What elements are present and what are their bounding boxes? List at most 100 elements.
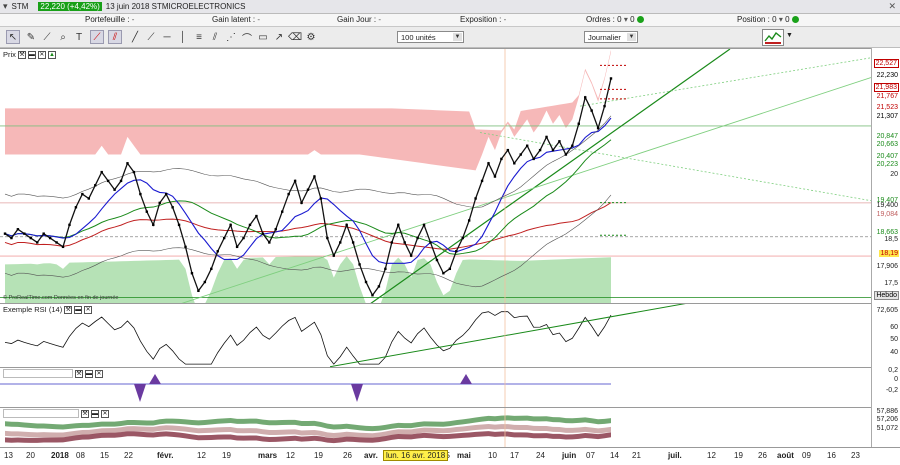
fan-tool-icon[interactable]: ⋰: [226, 31, 236, 43]
oscillator-name-field: [3, 369, 73, 378]
minimize-icon[interactable]: ▬: [85, 369, 93, 378]
vline-tool-icon[interactable]: │: [179, 31, 187, 43]
price-axis-label: 17,906: [876, 262, 898, 270]
pointer-tool-icon[interactable]: ↖: [6, 30, 20, 44]
add-icon[interactable]: ▲: [47, 50, 56, 59]
ruler-tool-icon[interactable]: ⟋: [43, 31, 51, 43]
indicators-chevron-icon[interactable]: ▼: [786, 32, 793, 39]
eraser-tool-icon[interactable]: ⌫: [287, 31, 303, 43]
price-point: [326, 236, 329, 240]
fib-tool-icon[interactable]: ≡: [196, 31, 202, 43]
indicators-menu-icon[interactable]: [762, 29, 784, 46]
hline-tool-icon[interactable]: ─: [163, 31, 171, 43]
text-tool-icon[interactable]: T: [75, 31, 83, 43]
wrench-icon[interactable]: ⚒: [64, 305, 73, 314]
oscillator-chart[interactable]: [0, 368, 871, 407]
price-point: [119, 179, 123, 183]
symbol-label[interactable]: STM: [11, 2, 29, 11]
price-point: [177, 223, 181, 227]
rect-tool-icon[interactable]: ▭: [258, 31, 268, 43]
oscillator-axis[interactable]: 0,2 0 -0,2: [871, 367, 900, 407]
price-point: [493, 175, 497, 178]
time-axis-tick: 15: [100, 451, 109, 460]
close-window-icon[interactable]: ✕: [888, 1, 896, 11]
position-label[interactable]: Position : 0 ▾ 0: [737, 15, 799, 24]
time-axis-tick: 12: [286, 451, 295, 460]
crosshair-date-label: lun. 16 avr. 2018: [383, 450, 449, 461]
minimize-icon[interactable]: ▬: [74, 305, 83, 314]
close-icon[interactable]: ✕: [95, 369, 103, 378]
price-point: [242, 236, 245, 240]
quantity-select[interactable]: 100 unités ▼: [397, 31, 464, 43]
price-point: [319, 197, 323, 200]
trendline-up-strong: [370, 49, 731, 303]
price-point: [455, 250, 458, 253]
ribbon-axis-label: 57,886: [876, 408, 898, 415]
ribbon-name-field: [3, 409, 79, 418]
arc-tool-icon[interactable]: ⌒: [242, 33, 252, 45]
oscillator-axis-label: -0,2: [885, 387, 898, 394]
price-point: [480, 179, 484, 183]
wrench-icon[interactable]: ⚒: [81, 409, 89, 418]
close-icon[interactable]: ✕: [84, 305, 93, 314]
minimize-icon[interactable]: ▬: [91, 409, 99, 418]
position-icon[interactable]: [791, 16, 799, 24]
ray-tool-icon[interactable]: ⟋: [147, 31, 155, 43]
parallel-tool-icon[interactable]: ⫽: [212, 31, 218, 43]
trendline-tool-icon[interactable]: ⟋: [90, 30, 104, 44]
close-icon[interactable]: ✕: [37, 50, 46, 59]
minimize-icon[interactable]: ▬: [27, 50, 36, 59]
price-point: [461, 236, 464, 240]
rsi-panel-title: Exemple RSI (14): [3, 305, 63, 314]
price-point: [351, 241, 355, 244]
moving-average-blue: [4, 117, 612, 264]
price-axis[interactable]: 22,527 22,230 21,983 21,767 21,523 21,307 20,8…: [871, 48, 900, 303]
ribbon-chart[interactable]: [0, 408, 871, 447]
price-axis-label: 21,983: [873, 83, 899, 93]
quote-badge: 22,220 (+4,42%): [38, 2, 102, 11]
drawing-toolbar: ↖ ✎ ⟋ ⌕ T ⟋ ⫽ ╱ ⟋ ─ │ ≡ ⫽ ⋰ ⌒ ▭ ↗ ⌫ ⚙ 10…: [0, 27, 900, 48]
price-point: [94, 184, 97, 187]
price-point: [339, 241, 342, 244]
time-axis-tick: 19: [314, 451, 323, 460]
wrench-icon[interactable]: ⚒: [75, 369, 83, 378]
oscillator-panel[interactable]: ⚒ ▬ ✕: [0, 367, 871, 407]
ordres-label[interactable]: Ordres : 0 ▾ 0: [586, 15, 644, 24]
channel-tool-icon[interactable]: ⫽: [108, 30, 122, 44]
ribbon-panel[interactable]: ⚒ ▬ ✕: [0, 407, 871, 447]
wrench-icon[interactable]: ⚒: [17, 50, 26, 59]
time-axis-tick: 2018: [51, 451, 69, 460]
zoom-tool-icon[interactable]: ⌕: [60, 31, 66, 43]
price-point: [293, 179, 297, 183]
price-axis-label: 21,523: [876, 103, 898, 111]
chevron-down-icon: ▼: [453, 33, 462, 41]
price-chart[interactable]: [0, 49, 871, 303]
price-point: [313, 175, 316, 178]
period-select[interactable]: Journalier ▼: [584, 31, 638, 43]
rsi-chart[interactable]: [0, 304, 871, 367]
ribbon-band-pink: [5, 423, 611, 439]
rsi-axis[interactable]: 72,605 60 50 40: [871, 303, 900, 367]
moving-average-red: [4, 202, 612, 250]
price-point: [358, 263, 361, 266]
line-tool-icon[interactable]: ╱: [131, 31, 139, 43]
price-point: [474, 197, 477, 200]
price-axis-label: 22,527: [873, 59, 899, 69]
price-point: [48, 236, 52, 240]
price-point: [442, 272, 445, 275]
ribbon-axis[interactable]: 57,886 57,206 51,072: [871, 407, 900, 447]
rsi-panel[interactable]: Exemple RSI (14) ⚒ ▬ ✕: [0, 303, 871, 367]
trendline-channel-dotted: [579, 57, 871, 107]
ribbon-band-green: [5, 415, 611, 432]
settings-tool-icon[interactable]: ⚙: [306, 31, 316, 43]
price-point: [500, 157, 503, 161]
ordres-icon[interactable]: [636, 16, 644, 24]
close-icon[interactable]: ✕: [101, 409, 109, 418]
pencil-tool-icon[interactable]: ✎: [26, 31, 36, 43]
time-axis[interactable]: 13202018081522févr.1219mars121926avr.25m…: [0, 447, 900, 465]
arrow-tool-icon[interactable]: ↗: [274, 31, 284, 43]
time-axis-tick: 08: [76, 451, 85, 460]
price-chart-panel[interactable]: Prix ⚒ ▬ ✕ ▲ © ProRealTime.com Données e…: [0, 48, 871, 303]
price-point: [571, 144, 574, 147]
window-menu-icon[interactable]: ▾: [3, 1, 8, 11]
